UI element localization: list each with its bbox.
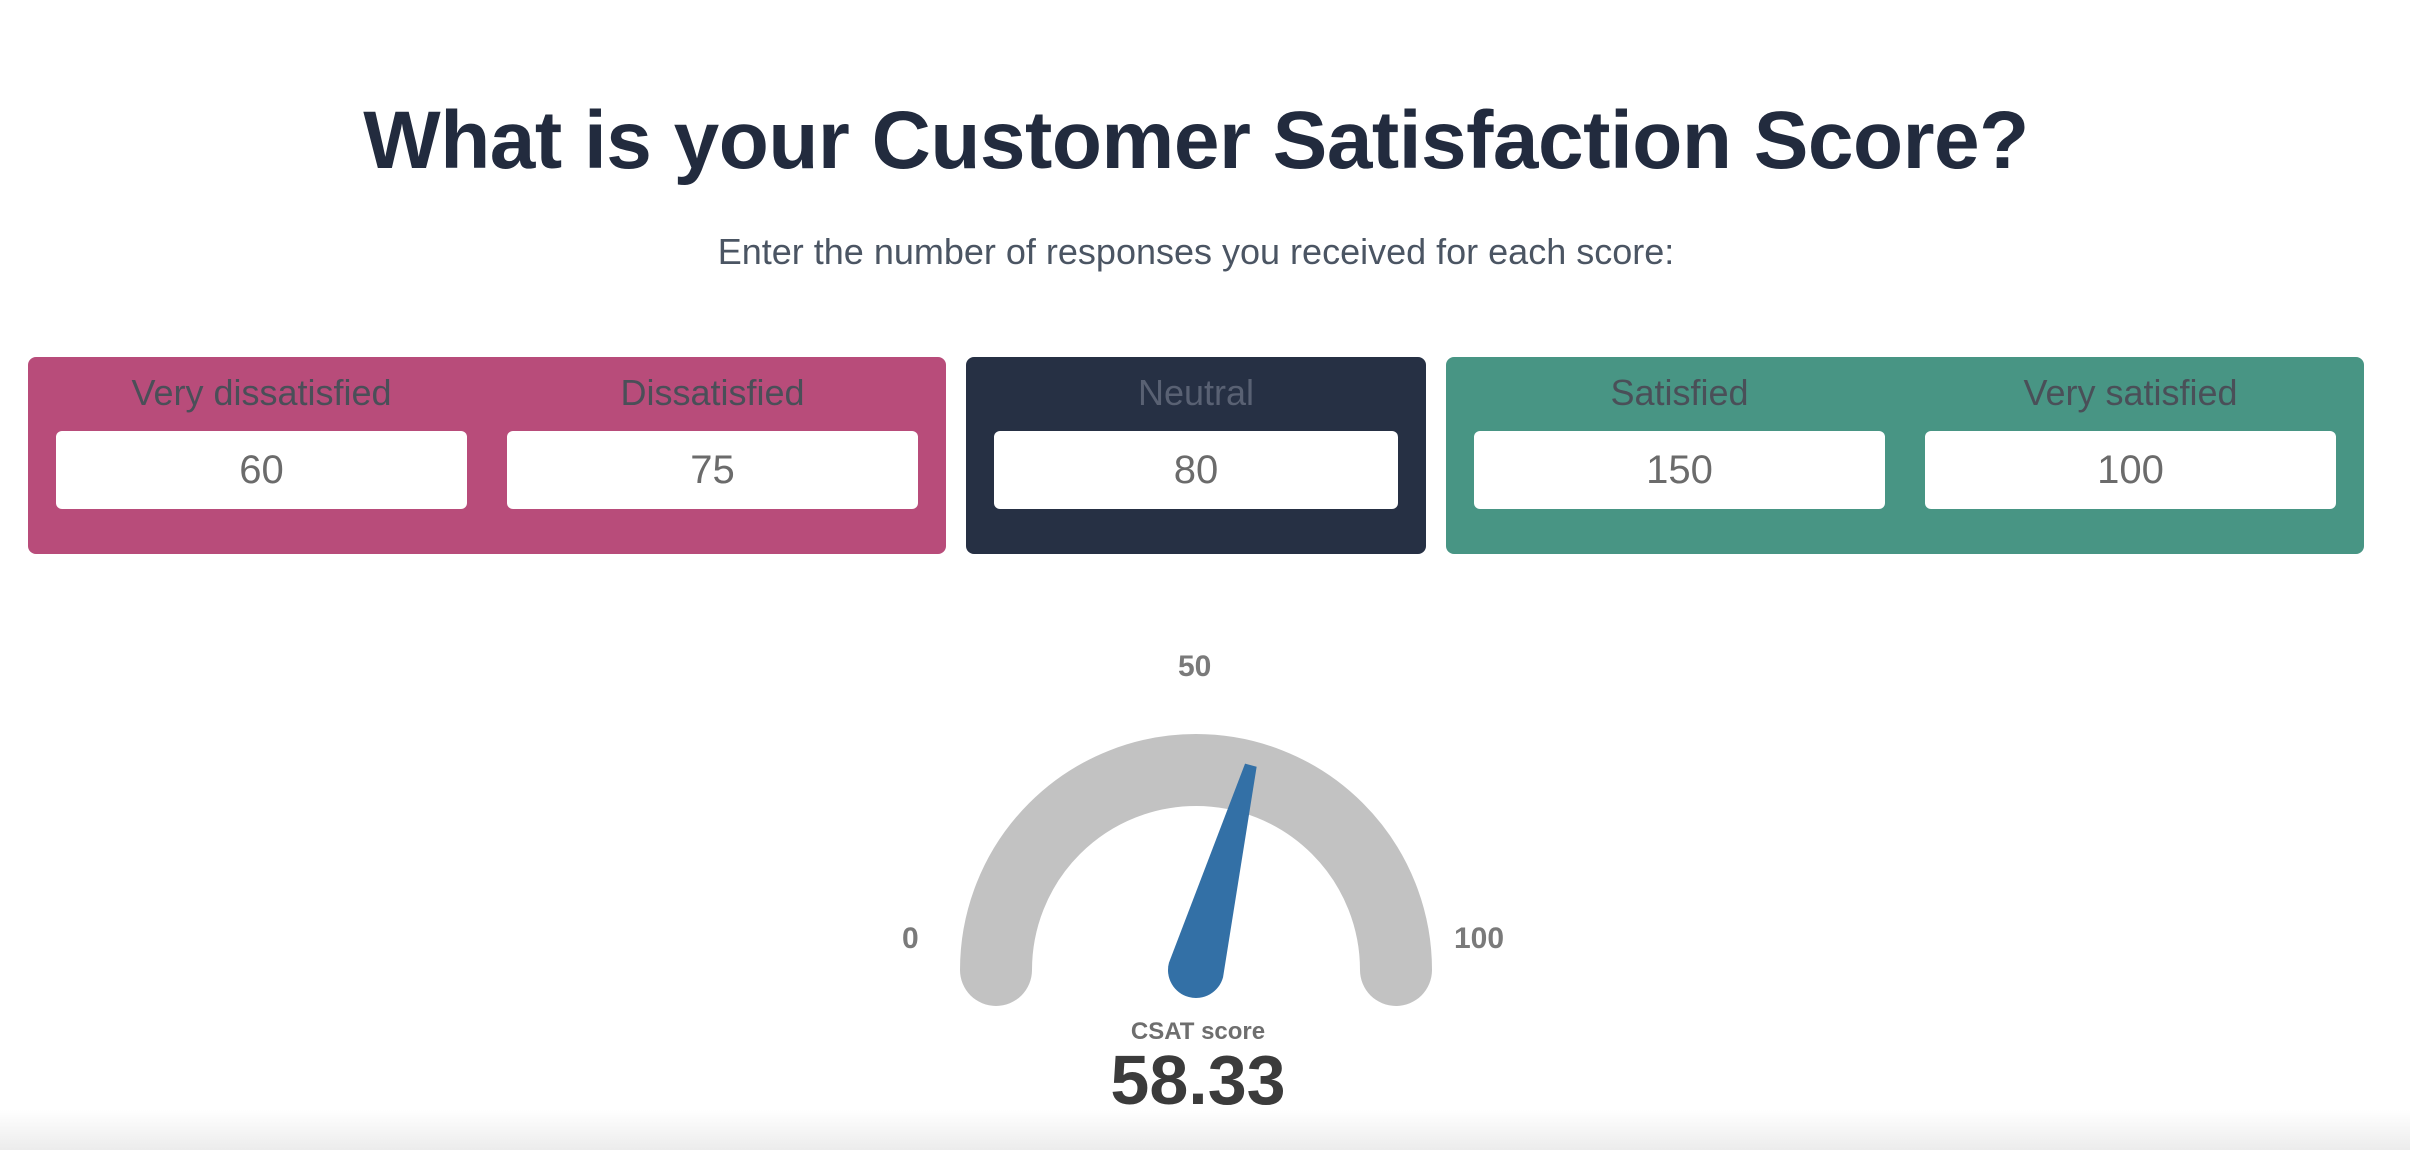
csat-score-value: 58.33 xyxy=(1110,1041,1286,1119)
gauge-needle xyxy=(1167,763,1257,999)
neutral-input[interactable]: 80 xyxy=(994,431,1398,509)
page-subtitle: Enter the number of responses you receiv… xyxy=(717,231,1675,272)
csat-score-label: CSAT score xyxy=(1130,1018,1266,1045)
satisfied-label: Satisfied xyxy=(1610,372,1749,413)
neutral-field: Neutral 80 xyxy=(994,357,1398,509)
dissatisfied-group: Very dissatisfied 60 Dissatisfied 75 xyxy=(28,357,946,554)
gauge-track xyxy=(960,734,1432,1006)
very-satisfied-input[interactable]: 100 xyxy=(1925,431,2336,509)
very-satisfied-label: Very satisfied xyxy=(2023,372,2238,413)
very-satisfied-field: Very satisfied 100 xyxy=(1925,357,2336,509)
dissatisfied-label: Dissatisfied xyxy=(620,372,805,413)
very-dissatisfied-label: Very dissatisfied xyxy=(131,372,392,413)
bottom-fade xyxy=(0,1110,2410,1150)
gauge-mid-label: 50 xyxy=(1178,650,1212,683)
gauge-max-label: 100 xyxy=(1454,922,1505,955)
dissatisfied-field: Dissatisfied 75 xyxy=(507,357,918,509)
gauge-graphic xyxy=(960,734,1432,1006)
neutral-group: Neutral 80 xyxy=(966,357,1426,554)
dissatisfied-input[interactable]: 75 xyxy=(507,431,918,509)
very-dissatisfied-input[interactable]: 60 xyxy=(56,431,467,509)
page-title: What is your Customer Satisfaction Score… xyxy=(363,95,2029,186)
neutral-label: Neutral xyxy=(1137,372,1255,413)
very-dissatisfied-field: Very dissatisfied 60 xyxy=(56,357,467,509)
csat-gauge: 0 50 100 CSAT score 58.33 xyxy=(880,630,1520,1130)
gauge-min-label: 0 xyxy=(902,922,919,955)
satisfied-input[interactable]: 150 xyxy=(1474,431,1885,509)
satisfied-field: Satisfied 150 xyxy=(1474,357,1885,509)
satisfied-group: Satisfied 150 Very satisfied 100 xyxy=(1446,357,2364,554)
